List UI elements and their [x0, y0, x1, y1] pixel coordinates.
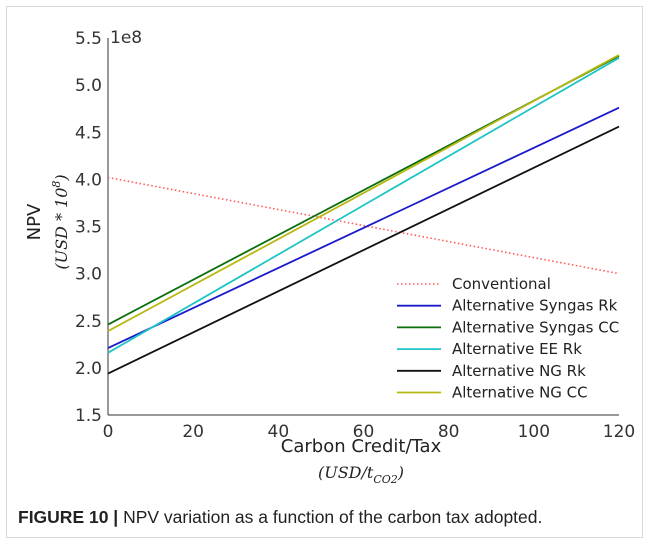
- x-tick-label: 0: [103, 422, 114, 442]
- y-axis-unit: (USD * 108): [50, 174, 71, 269]
- y-tick-label: 2.0: [75, 359, 102, 379]
- series-line-1: [107, 176, 620, 275]
- y-tick-label: 4.0: [75, 170, 102, 190]
- legend-label: Conventional: [452, 275, 551, 293]
- y-tick-label: 5.5: [75, 29, 102, 49]
- y-tick-label: 5.0: [75, 76, 102, 96]
- x-tick-label: 60: [353, 422, 375, 442]
- y-axis-offset-label: 1e8: [110, 28, 142, 48]
- axes: [107, 38, 619, 416]
- y-axis-ticks: 1.5 2.0 2.5 3.0 3.5 4.0 4.5 5.0 5.5: [75, 29, 102, 426]
- y-axis-title: NPV: [24, 203, 45, 240]
- x-axis-ticks: 0 20 40 60 80 100 120: [103, 422, 636, 442]
- legend-label: Alternative Syngas CC: [452, 318, 619, 336]
- series-line-4: [107, 57, 620, 354]
- x-tick-label: 120: [603, 422, 635, 442]
- npv-line-chart: 1.5 2.0 2.5 3.0 3.5 4.0 4.5 5.0 5.5 0 20 40 60 80 100…: [24, 28, 636, 486]
- x-tick-label: 40: [268, 422, 290, 442]
- legend: Conventional Alternative Syngas Rk Alterna…: [397, 275, 619, 402]
- figure-caption: FIGURE 10 | NPV variation as a function …: [18, 507, 542, 528]
- caption-lead: FIGURE 10 |: [18, 507, 119, 527]
- x-tick-label: 100: [518, 422, 550, 442]
- series-lines: [107, 54, 620, 375]
- y-axis-unit-label: (USD * 108): [50, 174, 71, 269]
- y-tick-label: 3.5: [75, 218, 102, 238]
- x-axis-label: Carbon Credit/Tax: [281, 436, 442, 457]
- x-tick-label: 80: [438, 422, 460, 442]
- y-tick-label: 2.5: [75, 312, 102, 332]
- x-tick-label: 20: [182, 422, 204, 442]
- y-tick-label: 4.5: [75, 123, 102, 143]
- legend-label: Alternative EE Rk: [452, 340, 582, 358]
- series-line-6: [107, 54, 620, 332]
- x-axis-unit-label: (USD/tCO2): [318, 463, 404, 486]
- series-line-5: [107, 125, 620, 375]
- legend-label: Alternative NG Rk: [452, 362, 586, 380]
- figure-frame: [6, 6, 643, 538]
- y-axis-label: NPV: [24, 203, 45, 240]
- caption-text: NPV variation as a function of the carbo…: [123, 507, 543, 527]
- legend-label: Alternative NG CC: [452, 384, 588, 402]
- legend-label: Alternative Syngas Rk: [452, 297, 618, 315]
- series-line-2: [107, 106, 620, 349]
- y-tick-label: 1.5: [75, 406, 102, 426]
- y-tick-label: 3.0: [75, 265, 102, 285]
